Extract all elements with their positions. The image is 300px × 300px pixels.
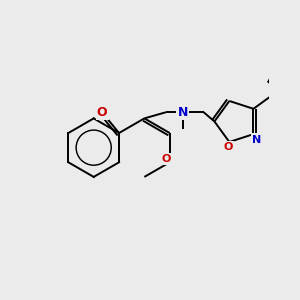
Text: O: O xyxy=(97,106,107,119)
Text: N: N xyxy=(252,134,261,145)
Text: O: O xyxy=(223,142,232,152)
Text: O: O xyxy=(162,154,171,164)
Text: N: N xyxy=(178,106,188,119)
